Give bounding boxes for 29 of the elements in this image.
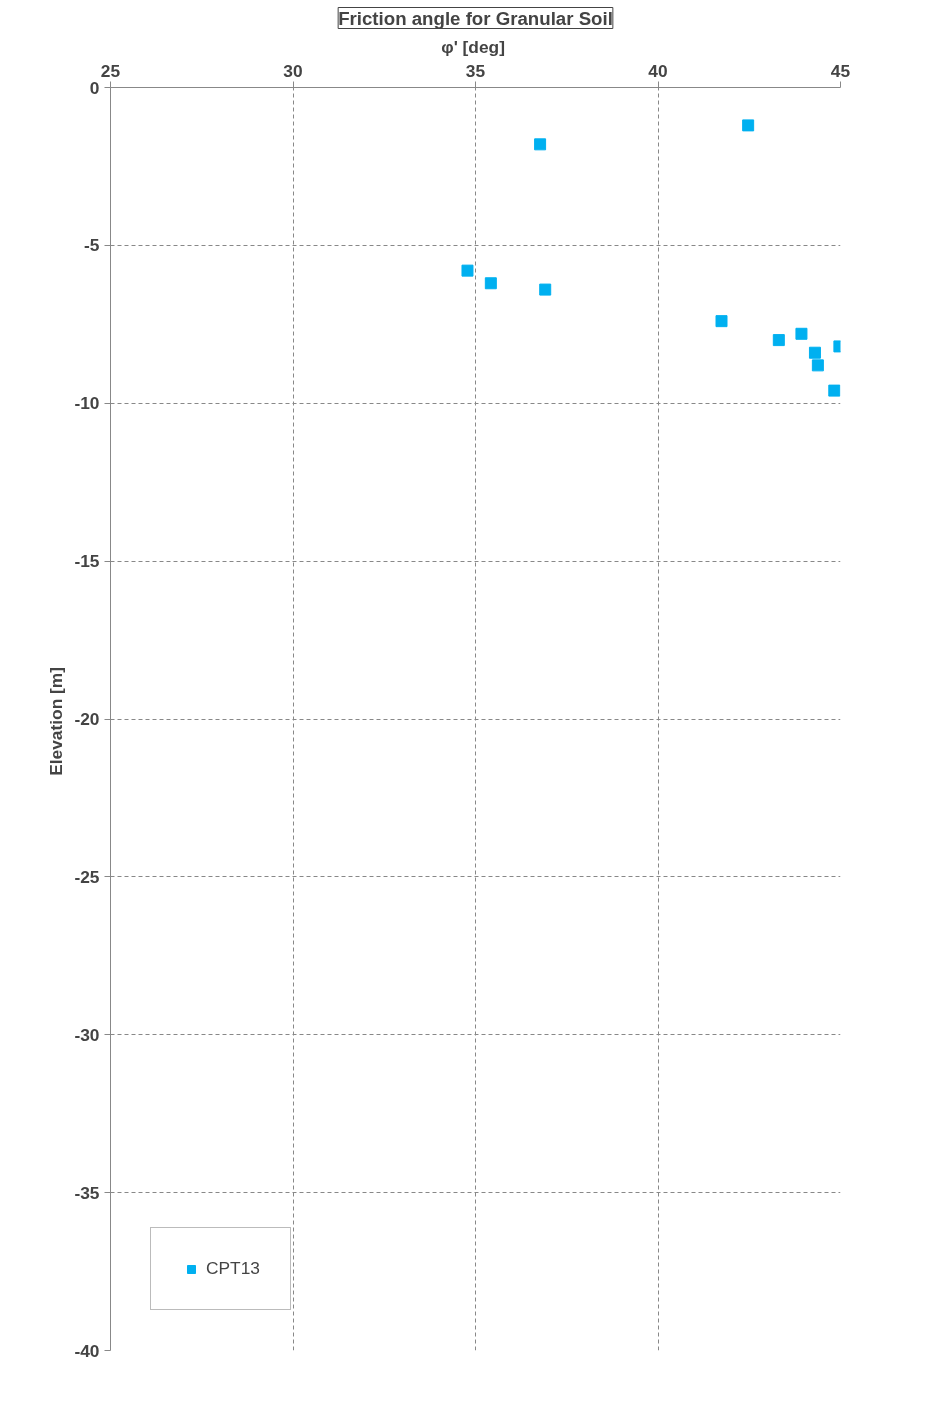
- point: [742, 119, 755, 132]
- y-tick-label: -35: [74, 1182, 100, 1203]
- point: [534, 138, 547, 151]
- y-tick-label: -15: [74, 551, 100, 572]
- y-tick-label: 0: [89, 77, 100, 98]
- point: [808, 346, 821, 359]
- y-axis-title: Elevation [m]: [46, 666, 67, 776]
- point: [795, 327, 808, 340]
- point: [811, 359, 824, 372]
- x-tick-label: 30: [283, 60, 303, 81]
- chart-title: Friction angle for Granular Soil: [338, 7, 613, 29]
- x-tick-label: 40: [648, 60, 668, 81]
- point: [539, 283, 552, 296]
- point: [772, 334, 785, 347]
- x-tick-label: 35: [465, 60, 486, 81]
- legend-label: CPT13: [206, 1258, 260, 1279]
- y-tick-label: -20: [74, 709, 100, 729]
- point: [461, 264, 474, 277]
- x-tick-label: 45: [830, 60, 851, 81]
- y-tick-label: -10: [74, 393, 100, 414]
- point: [828, 384, 841, 397]
- x-tick-label: 25: [100, 60, 121, 81]
- y-tick-label: -40: [74, 1340, 100, 1361]
- point: [715, 315, 728, 328]
- y-tick-label: -5: [84, 235, 100, 256]
- point: [484, 277, 497, 290]
- y-tick-label: -25: [74, 866, 100, 887]
- x-axis-title: φ' [deg]: [441, 36, 505, 57]
- y-tick-label: -30: [74, 1024, 100, 1045]
